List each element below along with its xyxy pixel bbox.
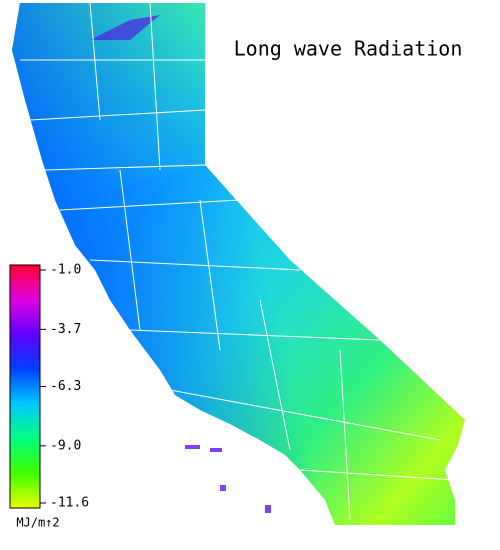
colorbar: -1.0 -3.7 -6.3 -9.0 -11.6 bbox=[9, 263, 89, 511]
colorbar-ramp bbox=[9, 264, 41, 509]
colorbar-tick-label: -6.3 bbox=[50, 379, 81, 394]
cold-area bbox=[90, 15, 160, 40]
colorbar-tick-label: -9.0 bbox=[50, 438, 81, 453]
unit-label: MJ/m↑2 bbox=[16, 516, 59, 530]
coast-shade bbox=[12, 3, 465, 525]
map-title: Long wave Radiation bbox=[234, 37, 463, 61]
islands bbox=[185, 445, 271, 513]
state-map bbox=[12, 2, 465, 525]
colorbar-tick-label: -1.0 bbox=[50, 263, 81, 278]
county-lines bbox=[20, 2, 456, 521]
colorbar-tick-label: -11.6 bbox=[50, 496, 89, 511]
colorbar-tick-label: -3.7 bbox=[50, 322, 81, 337]
